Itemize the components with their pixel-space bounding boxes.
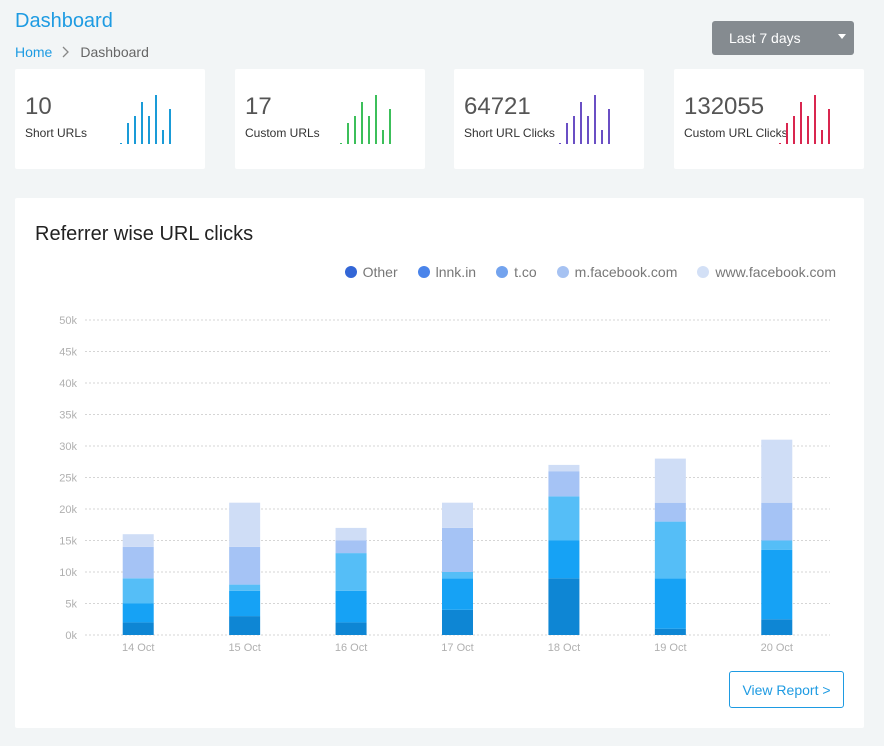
date-range-value: Last 7 days [729,30,801,46]
bar-segment[interactable] [335,540,367,554]
bar-segment[interactable] [122,534,154,547]
bar-segment[interactable] [335,622,367,635]
bar-segment[interactable] [229,590,261,617]
bar-segment[interactable] [761,439,793,503]
x-tick-label: 15 Oct [228,642,260,654]
y-tick-label: 30k [59,441,77,453]
bar-segment[interactable] [122,578,154,604]
date-range-select[interactable]: Last 7 days [712,21,854,55]
x-tick-label: 17 Oct [441,642,473,654]
bar-segment[interactable] [122,603,154,623]
legend-item[interactable]: lnnk.in [417,264,477,280]
x-tick-label: 14 Oct [122,642,154,654]
bar-segment[interactable] [229,616,261,635]
bar-segment[interactable] [548,578,580,635]
bar-segment[interactable] [229,502,261,547]
legend-item[interactable]: m.facebook.com [556,264,678,280]
sparkline-chart [120,95,171,144]
bar-segment[interactable] [654,578,686,629]
legend-item[interactable]: www.facebook.com [697,264,836,280]
y-tick-label: 10k [59,567,77,579]
y-tick-label: 40k [59,378,77,390]
legend-dot-icon [344,266,357,278]
y-tick-label: 50k [59,315,77,327]
legend-dot-icon [417,266,430,278]
bar-segment[interactable] [122,622,154,635]
stat-label: Custom URL Clicks [684,126,788,140]
bar-segment[interactable] [442,502,473,528]
bar-segment[interactable] [335,590,367,623]
y-tick-label: 45k [59,347,77,359]
legend-label: m.facebook.com [574,264,678,280]
sparkline-chart [559,95,610,144]
stat-value: 10 [25,93,52,120]
legend-item[interactable]: t.co [496,264,537,280]
x-tick-label: 16 Oct [335,642,367,654]
chart-legend: Other lnnk.in t.co m.facebook.com www.facebo… [325,264,836,280]
stat-card-custom-url-clicks: 132055 Custom URL Clicks [674,69,864,169]
bar-segment[interactable] [654,458,686,503]
bar-segment[interactable] [122,546,154,579]
bar-segment[interactable] [654,502,686,522]
breadcrumb-current: Dashboard [80,44,149,60]
stat-label: Short URLs [25,126,88,140]
legend-item[interactable]: Other [344,264,398,280]
x-tick-label: 19 Oct [654,642,686,654]
bar-segment[interactable] [442,609,473,635]
stat-label: Short URL Clicks [464,126,555,140]
bar-segment[interactable] [442,572,473,579]
view-report-button[interactable]: View Report > [729,671,844,708]
bar-segment[interactable] [761,549,793,620]
y-tick-label: 25k [59,473,77,485]
bar-segment[interactable] [229,584,261,591]
bar-segment[interactable] [761,540,793,550]
bar-segment[interactable] [548,496,580,541]
y-tick-label: 5k [65,599,77,611]
legend-dot-icon [697,266,710,278]
legend-label: www.facebook.com [715,264,836,280]
stat-value: 132055 [684,93,765,120]
stat-label: Custom URLs [245,126,320,140]
page-title: Dashboard [15,10,113,32]
legend-dot-icon [496,266,509,278]
bar-segment[interactable] [761,502,793,541]
breadcrumb: Home Dashboard [15,44,149,60]
y-tick-label: 0k [65,630,77,642]
stat-card-short-urls: 10 Short URLs [15,69,205,169]
breadcrumb-home-link[interactable]: Home [15,44,53,60]
y-tick-label: 35k [59,410,77,422]
legend-label: lnnk.in [435,264,477,280]
chevron-right-icon [62,46,70,58]
bar-segment[interactable] [442,578,473,610]
y-tick-label: 20k [59,504,77,516]
bar-segment[interactable] [548,540,580,579]
bar-segment[interactable] [442,527,473,572]
caret-down-icon [838,34,846,39]
legend-label: t.co [514,264,537,280]
referrer-stacked-bar-chart: 0k 5k 10k 15k 20k 25k 30k 35k 40k 45k 50k 14 Oct 15 … [59,315,830,654]
bar-segment[interactable] [761,619,793,635]
y-tick-label: 15k [59,536,77,548]
legend-label: Other [362,264,398,280]
chart-title: Referrer wise URL clicks [35,223,254,245]
bar-segment[interactable] [654,628,686,635]
legend-dot-icon [556,266,569,278]
x-tick-label: 20 Oct [761,642,793,654]
bar-segment[interactable] [229,546,261,585]
sparkline-chart [779,95,830,144]
bar-segment[interactable] [548,471,580,497]
stat-value: 17 [245,93,272,120]
bar-segment[interactable] [335,553,367,591]
stat-value: 64721 [464,93,531,120]
sparkline-chart [340,95,391,144]
bar-segment[interactable] [654,521,686,579]
bar-segment[interactable] [335,527,367,541]
bar-segment[interactable] [548,464,580,472]
referrer-chart-card: Referrer wise URL clicks 0k 5k 10k 15k 20k 25… [15,198,864,728]
stat-card-short-url-clicks: 64721 Short URL Clicks [454,69,644,169]
stat-card-custom-urls: 17 Custom URLs [235,69,425,169]
x-tick-label: 18 Oct [548,642,580,654]
